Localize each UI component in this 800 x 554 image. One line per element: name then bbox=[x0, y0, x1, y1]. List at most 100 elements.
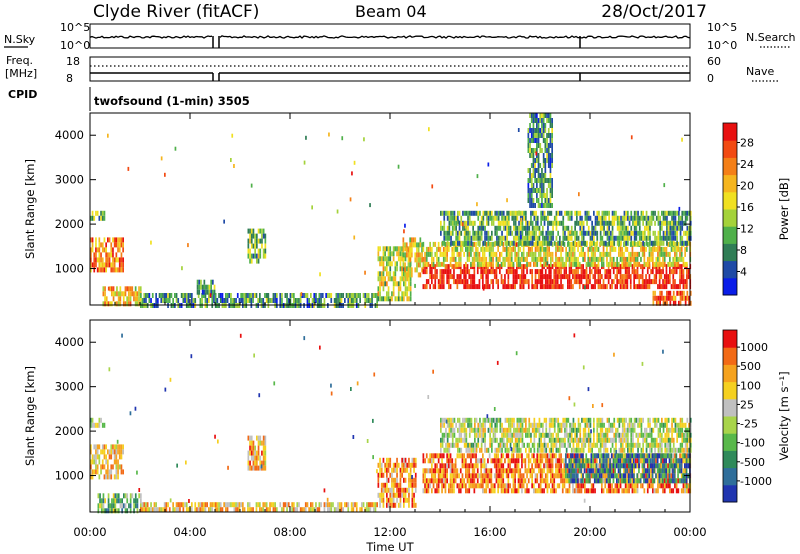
heatmap-cell bbox=[468, 488, 471, 494]
heatmap-cell bbox=[392, 291, 395, 297]
heatmap-cell bbox=[468, 210, 471, 216]
heatmap-cell bbox=[436, 261, 438, 267]
heatmap-cell bbox=[564, 225, 566, 231]
heatmap-cell bbox=[677, 488, 680, 494]
heatmap-cell bbox=[439, 261, 442, 267]
heatmap-cell bbox=[689, 300, 692, 306]
heatmap-cell bbox=[638, 235, 641, 241]
heatmap-cell bbox=[115, 464, 118, 470]
heatmap-cell bbox=[686, 279, 688, 285]
heatmap-cell bbox=[584, 285, 586, 290]
heatmap-cell bbox=[606, 246, 608, 252]
heatmap-cell bbox=[551, 488, 554, 494]
heatmap-cell bbox=[534, 269, 537, 275]
heatmap-cell bbox=[539, 274, 542, 280]
heatmap-cell bbox=[602, 478, 605, 484]
heatmap-cell bbox=[589, 246, 591, 252]
heatmap-cell bbox=[607, 463, 610, 469]
heatmap-cell bbox=[451, 240, 454, 246]
heatmap-cell bbox=[638, 225, 641, 231]
heatmap-cell bbox=[391, 492, 393, 498]
heatmap-cell bbox=[686, 295, 689, 301]
heatmap-cell bbox=[394, 467, 397, 473]
heatmap-cell bbox=[568, 478, 571, 484]
heatmap-cell bbox=[257, 502, 259, 508]
heatmap-cell bbox=[456, 453, 459, 459]
heatmap-cell bbox=[453, 251, 455, 257]
heatmap-cell bbox=[504, 468, 506, 474]
heatmap-cell bbox=[669, 488, 671, 494]
heatmap-cell bbox=[129, 291, 132, 297]
heatmap-cell bbox=[633, 274, 635, 280]
heatmap-cell bbox=[629, 468, 632, 474]
heatmap-cell bbox=[100, 210, 102, 216]
heatmap-cell bbox=[264, 243, 267, 249]
heatmap-cell bbox=[538, 463, 540, 469]
heatmap-cell bbox=[649, 235, 651, 241]
heatmap-cell bbox=[107, 237, 109, 243]
heatmap-cell bbox=[122, 237, 124, 243]
heatmap-cell bbox=[570, 269, 573, 275]
heatmap-cell bbox=[98, 257, 101, 263]
heatmap-cell bbox=[461, 463, 464, 469]
heatmap-cell bbox=[121, 291, 123, 297]
heatmap-cell bbox=[686, 246, 688, 252]
heatmap-cell bbox=[675, 251, 678, 257]
heatmap-cell bbox=[457, 240, 459, 246]
heatmap-cell bbox=[536, 138, 538, 143]
heatmap-cell bbox=[103, 215, 106, 221]
heatmap-cell bbox=[443, 220, 446, 226]
heatmap-cell bbox=[104, 291, 106, 297]
heatmap-cell bbox=[218, 502, 220, 508]
heatmap-cell bbox=[550, 463, 552, 469]
heatmap-cell bbox=[534, 473, 537, 479]
heatmap-cell bbox=[655, 473, 657, 479]
heatmap-cell bbox=[541, 453, 544, 459]
heatmap-cell bbox=[513, 235, 515, 241]
heatmap-cell bbox=[91, 474, 94, 480]
heatmap-cell bbox=[630, 135, 633, 140]
heatmap-cell bbox=[409, 276, 412, 282]
heatmap-cell bbox=[577, 220, 580, 226]
heatmap-cell bbox=[446, 235, 449, 241]
heatmap-cell bbox=[678, 220, 680, 226]
heatmap-cell bbox=[547, 143, 550, 148]
heatmap-cell bbox=[377, 276, 380, 282]
heatmap-cell bbox=[349, 293, 351, 298]
heatmap-cell bbox=[115, 267, 118, 273]
heatmap-cell bbox=[532, 128, 535, 133]
heatmap-cell bbox=[441, 210, 444, 216]
heatmap-cell bbox=[636, 463, 639, 469]
heatmap-cell bbox=[640, 235, 643, 241]
heatmap-cell bbox=[539, 193, 542, 198]
heatmap-cell bbox=[672, 295, 675, 301]
heatmap-cell bbox=[449, 468, 452, 474]
heatmap-cell bbox=[471, 463, 474, 469]
heatmap-cell bbox=[374, 293, 377, 298]
heatmap-cell bbox=[396, 296, 398, 302]
heatmap-cell bbox=[391, 472, 393, 478]
heatmap-cell bbox=[470, 463, 472, 469]
heatmap-cell bbox=[647, 215, 650, 221]
heatmap-cell bbox=[202, 507, 205, 513]
heatmap-cell bbox=[526, 261, 528, 267]
heatmap-cell bbox=[440, 442, 442, 448]
heatmap-cell bbox=[392, 497, 395, 503]
heatmap-cell bbox=[311, 205, 313, 210]
heatmap-cell bbox=[521, 215, 524, 221]
heatmap-cell bbox=[646, 468, 649, 474]
heatmap-cell bbox=[480, 478, 482, 484]
heatmap-cell bbox=[568, 463, 571, 469]
heatmap-cell bbox=[674, 300, 677, 306]
heatmap-cell bbox=[446, 225, 449, 231]
heatmap-cell bbox=[384, 281, 386, 287]
heatmap-cell bbox=[401, 271, 403, 277]
heatmap-cell bbox=[628, 251, 630, 257]
heatmap-cell bbox=[235, 298, 237, 303]
heatmap-cell bbox=[333, 298, 336, 303]
heatmap-cell bbox=[98, 417, 101, 423]
heatmap-cell bbox=[519, 473, 522, 479]
heatmap-cell bbox=[451, 220, 454, 226]
heatmap-cell bbox=[259, 253, 262, 259]
heatmap-cell bbox=[601, 284, 603, 290]
